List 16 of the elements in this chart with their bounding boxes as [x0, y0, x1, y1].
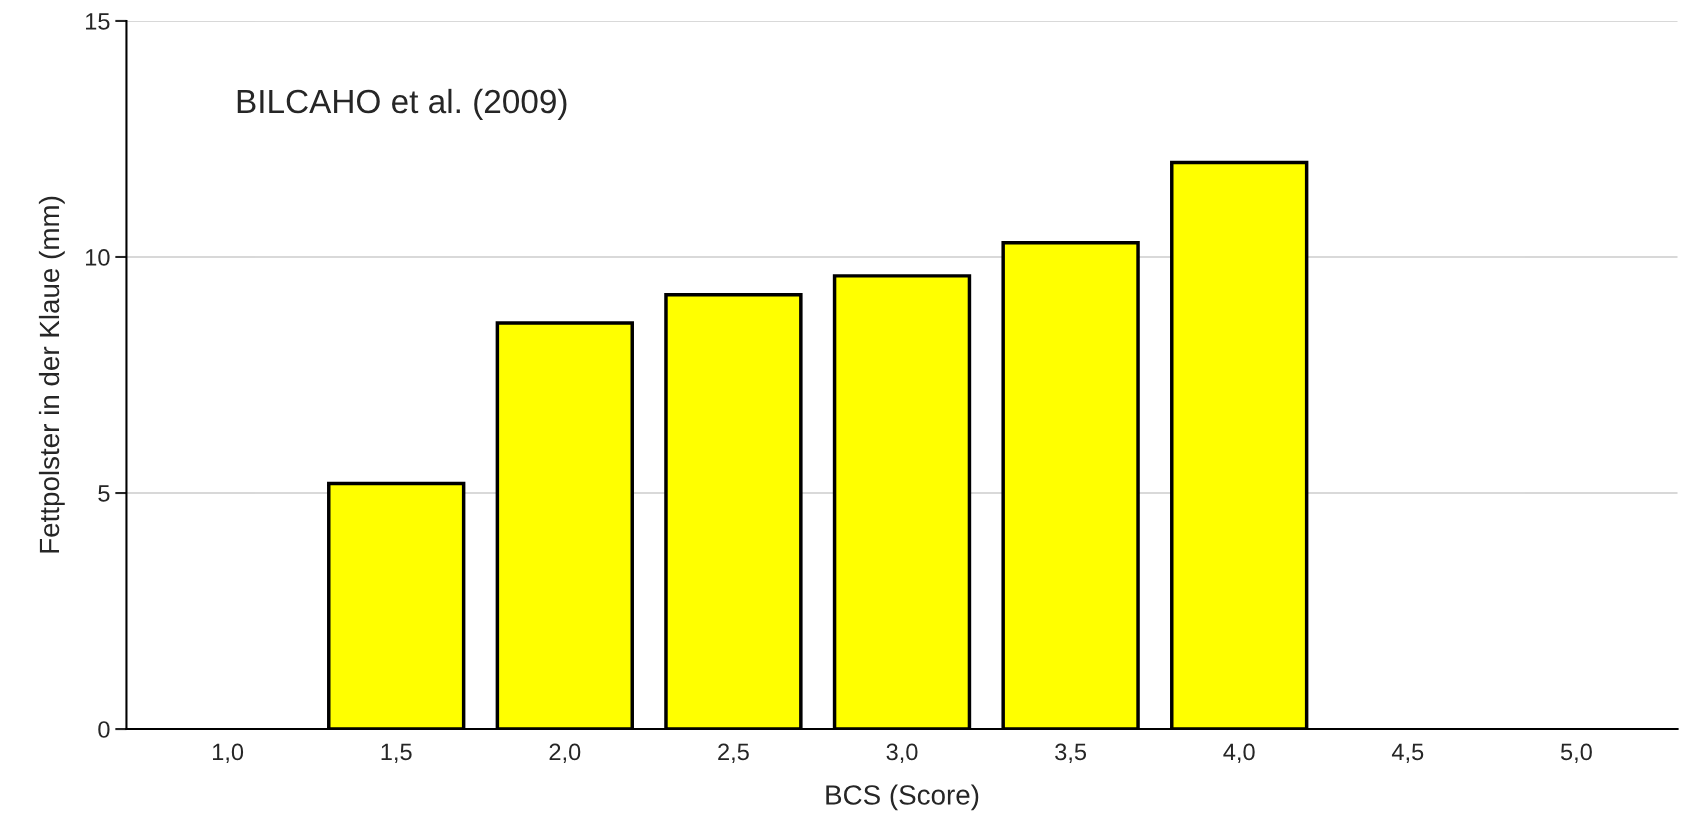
x-tick-label: 2,5 [718, 743, 749, 764]
x-tick-label: 5,0 [1560, 743, 1592, 764]
x-tick-label: 2,0 [549, 743, 581, 764]
x-tick-label: 3,5 [1055, 743, 1087, 764]
x-tick-label: 4,5 [1391, 743, 1424, 764]
x-tick-label: 1,0 [213, 743, 244, 764]
y-tick-label: 15 [86, 13, 110, 30]
x-tick-label: 1,5 [381, 743, 412, 764]
y-axis-title: Fettpolster in der Klaue (mm) [38, 196, 65, 553]
y-tick-label: 10 [86, 249, 110, 266]
x-tick-label: 3,0 [886, 743, 918, 764]
x-axis-title: BCS (Score) [826, 784, 979, 811]
x-tick-label: 4,0 [1223, 743, 1255, 764]
y-tick-label: 0 [98, 721, 110, 738]
annotation: BILCAHO et al. (2009) [237, 88, 567, 120]
y-tick-label: 5 [98, 485, 110, 502]
